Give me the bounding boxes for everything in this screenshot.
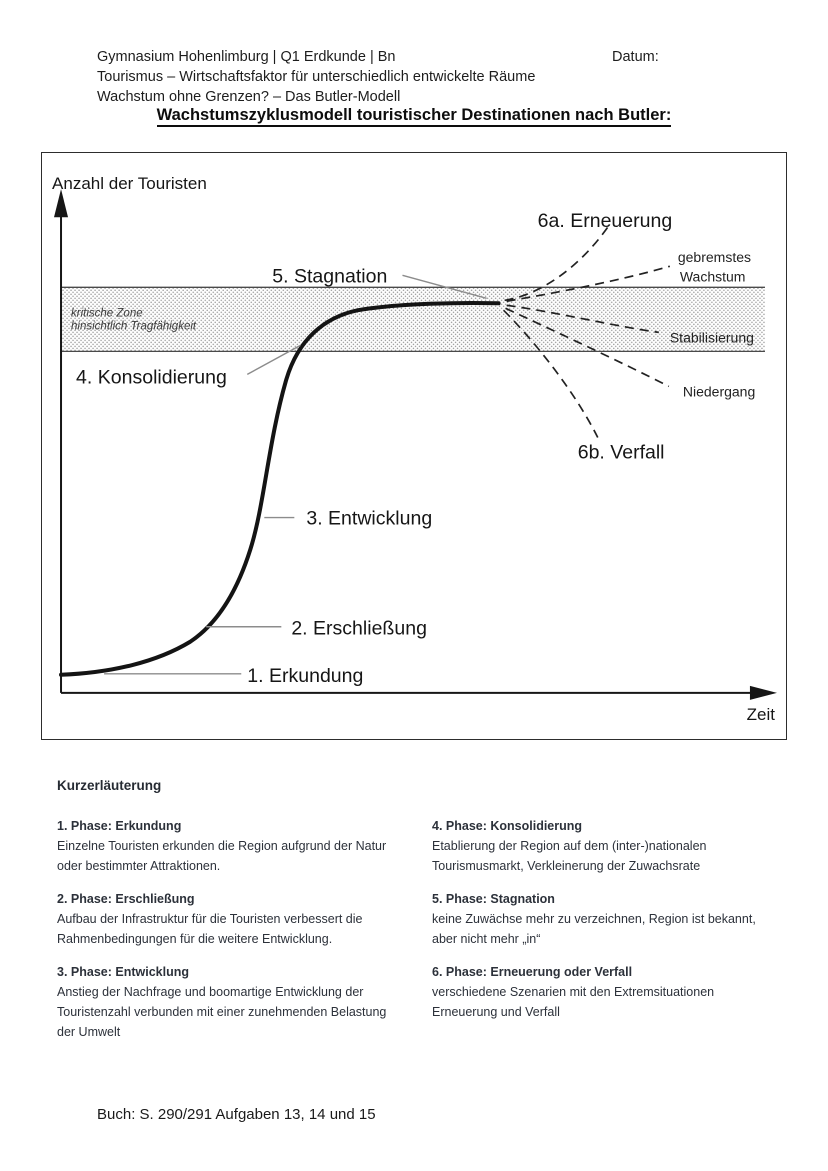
book-reference: Buch: S. 290/291 Aufgaben 13, 14 und 15	[97, 1106, 376, 1123]
phase-item-body: verschiedene Szenarien mit den Extremsit…	[432, 985, 715, 1019]
subtopic-line: Wachstum ohne Grenzen? – Das Butler-Mode…	[97, 89, 401, 105]
scenario-label-decline: Niedergang	[683, 383, 755, 399]
phase-item-title: 5. Phase: Stagnation	[432, 892, 555, 906]
page-title: Wachstumszyklusmodell touristischer Dest…	[156, 106, 672, 127]
phase-label-konsolidierung: 4. Konsolidierung	[76, 366, 227, 388]
phase-label-verfall: 6b. Verfall	[578, 442, 665, 464]
phase-label-erschliessung: 2. Erschließung	[291, 618, 427, 640]
phase-item-body: Aufbau der Infrastruktur für die Tourist…	[57, 912, 363, 946]
scenario-curve-renewal	[504, 226, 609, 302]
course-info: Gymnasium Hohenlimburg | Q1 Erdkunde | B…	[97, 49, 396, 65]
x-axis-arrow-icon	[749, 685, 777, 700]
explanation-section: Kurzerläuterung 1. Phase: Erkundung Einz…	[57, 778, 807, 1042]
explanation-grid: 1. Phase: Erkundung Einzelne Touristen e…	[57, 816, 807, 1042]
critical-zone-label-line2: hinsichtlich Tragfähigkeit	[71, 320, 197, 332]
phase-label-entwicklung: 3. Entwicklung	[306, 508, 432, 530]
topic-line: Tourismus – Wirtschaftsfaktor für unters…	[97, 69, 536, 85]
scenario-curve-reduced-growth	[506, 265, 671, 303]
phase-item-6: 6. Phase: Erneuerung oder Verfall versch…	[432, 962, 772, 1022]
pointer-line-konsolidierung	[246, 344, 301, 376]
scenario-label-reduced-growth-line2: Wachstum	[680, 268, 746, 284]
scenario-label-stabilization: Stabilisierung	[670, 329, 754, 345]
butler-model-diagram: kritische Zone hinsichtlich Tragfähigkei…	[41, 152, 787, 740]
phase-item-title: 3. Phase: Entwicklung	[57, 965, 189, 979]
phase-item-1: 1. Phase: Erkundung Einzelne Touristen e…	[57, 816, 432, 876]
pointer-line-stagnation	[402, 274, 487, 299]
phase-item-body: Anstieg der Nachfrage und boomartige Ent…	[57, 985, 387, 1039]
y-axis	[54, 189, 69, 693]
y-axis-label: Anzahl der Touristen	[52, 174, 207, 193]
phase-item-title: 6. Phase: Erneuerung oder Verfall	[432, 965, 633, 979]
date-label: Datum:	[612, 49, 659, 65]
phase-item-3: 3. Phase: Entwicklung Anstieg der Nachfr…	[57, 962, 432, 1042]
phase-label-erneuerung: 6a. Erneuerung	[538, 210, 673, 232]
phase-item-body: Etablierung der Region auf dem (inter-)n…	[432, 839, 707, 873]
explanation-heading: Kurzerläuterung	[57, 778, 162, 793]
critical-zone-band	[61, 286, 765, 353]
phase-item-body: keine Zuwächse mehr zu verzeichnen, Regi…	[432, 912, 756, 946]
phase-item-4: 4. Phase: Konsolidierung Etablierung der…	[432, 816, 772, 876]
phase-item-2: 2. Phase: Erschließung Aufbau der Infras…	[57, 889, 432, 949]
tourist-lifecycle-curve	[59, 300, 501, 677]
phase-item-body: Einzelne Touristen erkunden die Region a…	[57, 839, 387, 873]
scenario-curve-stabilization	[506, 304, 659, 334]
phase-item-title: 4. Phase: Konsolidierung	[432, 819, 583, 833]
scenario-label-reduced-growth-line1: gebremstes	[678, 249, 751, 265]
y-axis-arrow-icon	[54, 189, 69, 218]
phase-item-title: 2. Phase: Erschließung	[57, 892, 195, 906]
phase-label-erkundung: 1. Erkundung	[247, 665, 363, 687]
phase-label-stagnation: 5. Stagnation	[272, 265, 387, 287]
scenario-curve-decline	[505, 307, 670, 388]
title-row: Wachstumszyklusmodell touristischer Dest…	[0, 106, 828, 127]
x-axis-label: Zeit	[747, 705, 776, 724]
x-axis	[61, 685, 777, 700]
phase-item-title: 1. Phase: Erkundung	[57, 819, 182, 833]
phase-item-5: 5. Phase: Stagnation keine Zuwächse mehr…	[432, 889, 772, 949]
document-header: Gymnasium Hohenlimburg | Q1 Erdkunde | B…	[97, 47, 757, 107]
critical-zone-label-line1: kritische Zone	[71, 307, 143, 319]
scenario-curve-decay	[503, 309, 599, 438]
